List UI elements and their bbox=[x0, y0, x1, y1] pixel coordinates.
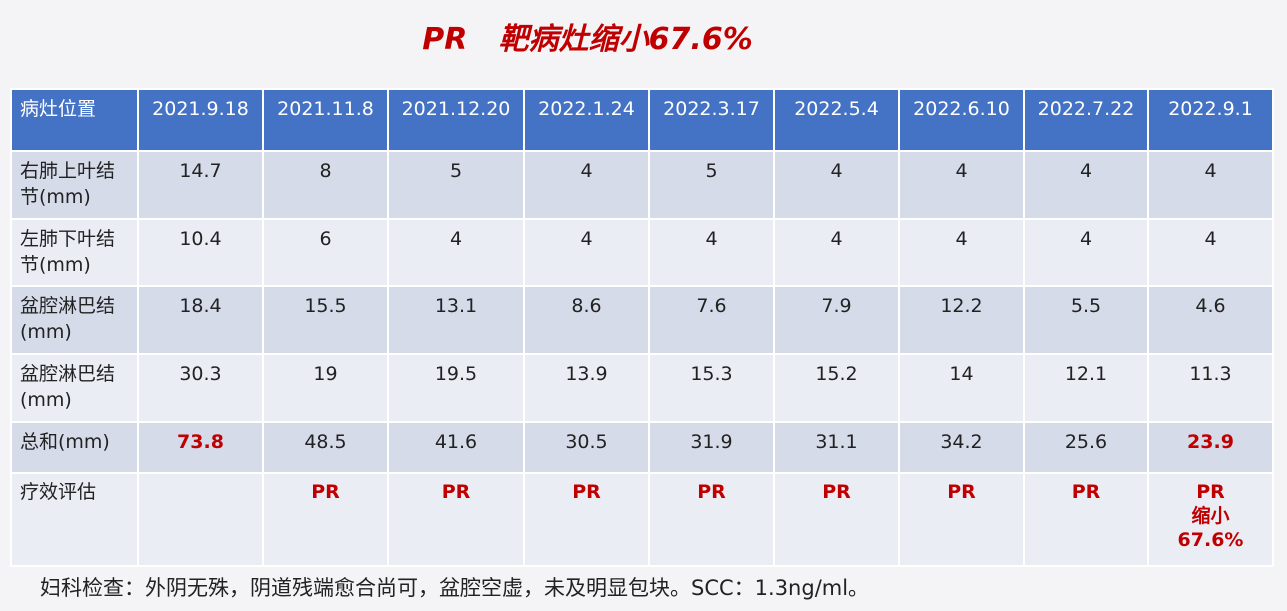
table-cell: 25.6 bbox=[1023, 421, 1149, 474]
header-cell: 2022.5.4 bbox=[773, 88, 900, 152]
table-cell: 19 bbox=[262, 353, 389, 423]
table-cell: 4 bbox=[898, 150, 1025, 220]
table-cell: 31.9 bbox=[648, 421, 775, 474]
table-cell: 5.5 bbox=[1023, 285, 1149, 355]
title: PR 靶病灶缩小67.6% bbox=[422, 22, 753, 57]
table-cell: 4 bbox=[1147, 150, 1274, 220]
table-cell: 4 bbox=[523, 150, 650, 220]
header-cell: 2021.12.20 bbox=[387, 88, 525, 152]
table-cell: 10.4 bbox=[137, 218, 264, 287]
header-cell: 病灶位置 bbox=[10, 88, 139, 152]
table-cell: PR bbox=[648, 472, 775, 567]
row-label: 盆腔淋巴结(mm) bbox=[10, 285, 139, 355]
table-cell: 8 bbox=[262, 150, 389, 220]
table-cell: 4 bbox=[648, 218, 775, 287]
table-row: 盆腔淋巴结(mm) 18.4 15.5 13.1 8.6 7.6 7.9 12.2 5.5 4.6 bbox=[10, 285, 1274, 355]
table-cell: 4 bbox=[1147, 218, 1274, 287]
table-cell: 23.9 bbox=[1147, 421, 1274, 474]
table-cell: 13.9 bbox=[523, 353, 650, 423]
header-cell: 2022.6.10 bbox=[898, 88, 1025, 152]
table-cell: PR 缩小 67.6% bbox=[1147, 472, 1274, 567]
table: 病灶位置 2021.9.18 2021.11.8 2021.12.20 2022.1.2… bbox=[10, 88, 1274, 567]
table-cell: 5 bbox=[387, 150, 525, 220]
row-label: 盆腔淋巴结(mm) bbox=[10, 353, 139, 423]
header-cell: 2021.11.8 bbox=[262, 88, 389, 152]
table-cell: 8.6 bbox=[523, 285, 650, 355]
table-cell: 7.9 bbox=[773, 285, 900, 355]
table-cell: 14.7 bbox=[137, 150, 264, 220]
table-cell: 4.6 bbox=[1147, 285, 1274, 355]
table-cell: 4 bbox=[773, 150, 900, 220]
table-cell: PR bbox=[898, 472, 1025, 567]
table-row: 右肺上叶结节(mm) 14.7 8 5 4 5 4 4 4 4 bbox=[10, 150, 1274, 220]
table-cell: 12.1 bbox=[1023, 353, 1149, 423]
table-cell: 31.1 bbox=[773, 421, 900, 474]
header-cell: 2022.3.17 bbox=[648, 88, 775, 152]
header-cell: 2022.9.1 bbox=[1147, 88, 1274, 152]
table-cell: 73.8 bbox=[137, 421, 264, 474]
table-body: 右肺上叶结节(mm) 14.7 8 5 4 5 4 4 4 4 左肺下叶结节(mm) 10.4 6 4 4 4… bbox=[10, 150, 1274, 567]
table-cell: 4 bbox=[1023, 218, 1149, 287]
header-row: 病灶位置 2021.9.18 2021.11.8 2021.12.20 2022.1.2… bbox=[10, 88, 1274, 152]
table-cell: 4 bbox=[1023, 150, 1149, 220]
header-cell: 2022.7.22 bbox=[1023, 88, 1149, 152]
table-cell bbox=[137, 472, 264, 567]
table-cell: 6 bbox=[262, 218, 389, 287]
footer-note: 妇科检查：外阴无殊，阴道残端愈合尚可，盆腔空虚，未及明显包块。SCC：1.3ng… bbox=[40, 576, 870, 600]
table-cell: PR bbox=[387, 472, 525, 567]
table-cell: PR bbox=[262, 472, 389, 567]
table-cell: 15.2 bbox=[773, 353, 900, 423]
table-cell: 30.5 bbox=[523, 421, 650, 474]
row-label: 疗效评估 bbox=[10, 472, 139, 567]
table-cell: 14 bbox=[898, 353, 1025, 423]
table-cell: 4 bbox=[898, 218, 1025, 287]
table-cell: 30.3 bbox=[137, 353, 264, 423]
table-cell: 12.2 bbox=[898, 285, 1025, 355]
table-cell: 15.3 bbox=[648, 353, 775, 423]
table-cell: 19.5 bbox=[387, 353, 525, 423]
table-cell: PR bbox=[523, 472, 650, 567]
table-cell: 5 bbox=[648, 150, 775, 220]
header-cell: 2021.9.18 bbox=[137, 88, 264, 152]
table-cell: 13.1 bbox=[387, 285, 525, 355]
table-cell: 48.5 bbox=[262, 421, 389, 474]
table-cell: 4 bbox=[523, 218, 650, 287]
table-cell: 41.6 bbox=[387, 421, 525, 474]
header-cell: 2022.1.24 bbox=[523, 88, 650, 152]
table-row: 总和(mm) 73.8 48.5 41.6 30.5 31.9 31.1 34.2 25.6 23… bbox=[10, 421, 1274, 474]
table-cell: PR bbox=[1023, 472, 1149, 567]
table-cell: 4 bbox=[387, 218, 525, 287]
table-row: 盆腔淋巴结(mm) 30.3 19 19.5 13.9 15.3 15.2 14 12.1 11.… bbox=[10, 353, 1274, 423]
table-cell: 15.5 bbox=[262, 285, 389, 355]
table-cell: 7.6 bbox=[648, 285, 775, 355]
table-cell: 4 bbox=[773, 218, 900, 287]
table-cell: PR bbox=[773, 472, 900, 567]
table-cell: 34.2 bbox=[898, 421, 1025, 474]
row-label: 右肺上叶结节(mm) bbox=[10, 150, 139, 220]
table-row: 疗效评估 PR PR PR PR PR PR PR PR 缩小 67.6% bbox=[10, 472, 1274, 567]
table-cell: 18.4 bbox=[137, 285, 264, 355]
row-label: 左肺下叶结节(mm) bbox=[10, 218, 139, 287]
table-cell: 11.3 bbox=[1147, 353, 1274, 423]
table-row: 左肺下叶结节(mm) 10.4 6 4 4 4 4 4 4 4 bbox=[10, 218, 1274, 287]
row-label: 总和(mm) bbox=[10, 421, 139, 474]
